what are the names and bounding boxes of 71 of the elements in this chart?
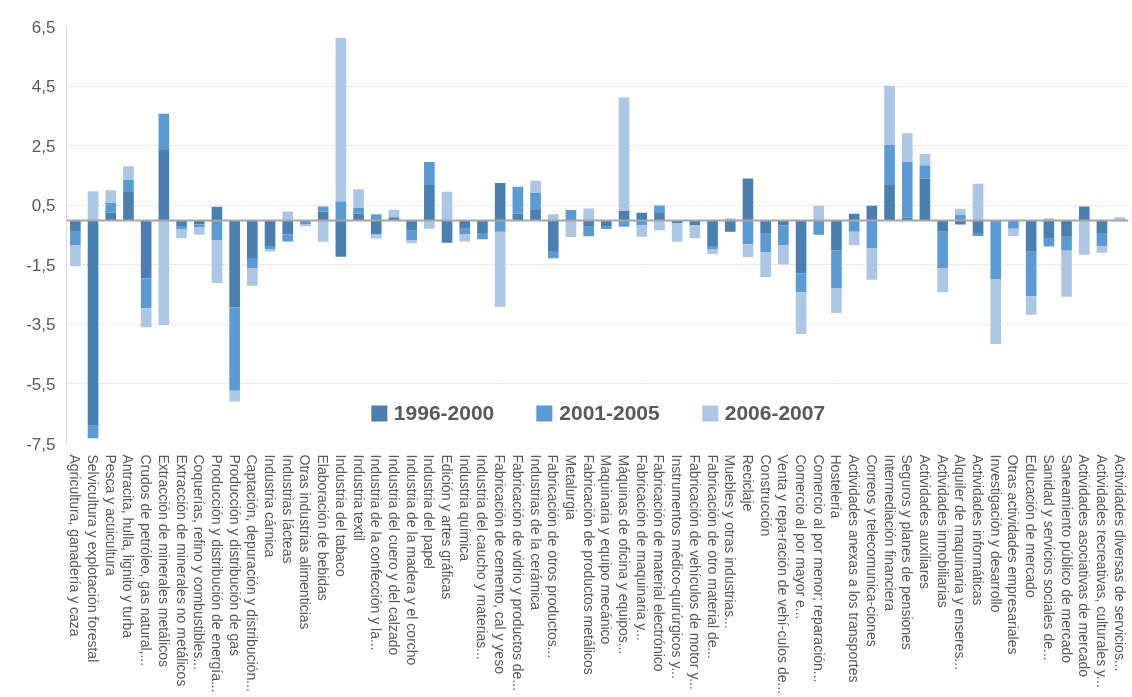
x-tick-label: Fabricación de otros productos...: [545, 454, 562, 659]
x-tick-label: Fabricación de cemento, cal y yeso: [492, 454, 509, 675]
y-tick-label: 4,5: [31, 77, 56, 97]
x-tick-label: Agricultura, ganadería y caza: [67, 454, 84, 637]
x-tick-label: Maquinaria y equipo mecánico: [598, 454, 615, 645]
x-tick-label: Investigación y desarrollo: [987, 454, 1004, 613]
x-tick-label: Fabricación de productos metálicos: [580, 454, 597, 675]
y-tick-label: -3,5: [26, 315, 56, 335]
x-tick-label: Intermediación financiera: [881, 454, 898, 612]
y-tick-label: 2,5: [31, 136, 56, 156]
y-tick-label: -5,5: [26, 374, 56, 394]
x-tick-label: Alquiler de maquinaria y enseres...: [952, 454, 969, 671]
x-tick-label: Actividades diversas de servicios...: [1111, 454, 1128, 672]
y-tick-label: 6,5: [31, 17, 56, 37]
x-tick-label: Industrias lácteas: [279, 454, 296, 564]
x-tick-label: Seguros y planes de pensiones: [899, 454, 916, 650]
x-tick-label: Otras industrias alimenticias: [297, 454, 314, 630]
y-tick-label: -1,5: [26, 255, 56, 275]
x-tick-label: Metalurgia: [562, 454, 579, 521]
x-tick-label: Selvicultura y explotación forestal: [85, 454, 102, 663]
x-tick-label: Instrumentos médico-quirúrgicos y...: [669, 454, 686, 680]
x-tick-label: Elaboración de bebidas: [315, 454, 332, 601]
x-tick-label: Comercio al por menor; reparación...: [810, 454, 827, 683]
y-tick-label: -7,5: [26, 434, 56, 454]
x-tick-label: Industria textil: [350, 454, 367, 541]
x-tick-label: Sanidad y servicios sociales de...: [1040, 454, 1057, 661]
x-tick-label: Industria del papel: [421, 454, 438, 569]
x-tick-label: Fabricación de vidrio y productos de...: [509, 454, 526, 692]
x-tick-label: Captación, depuración y distribución...: [244, 454, 261, 692]
x-tick-label: Comercio al por mayor e...: [793, 454, 810, 620]
x-tick-label: Antracita, hulla, lignito y turba: [120, 454, 137, 639]
x-tick-label: Industria de la madera y el corcho: [403, 454, 420, 666]
x-tick-label: Industria del tabaco: [332, 454, 349, 577]
x-tick-label: Pesca y acuicultura: [102, 454, 119, 577]
x-tick-label: Actividades auxiliares: [916, 454, 933, 590]
x-tick-label: Actividades informáticas: [970, 454, 987, 606]
x-tick-label: Correos y telecomunica-ciones: [863, 454, 880, 647]
x-tick-label: Muebles y otras industrias...: [722, 454, 739, 629]
x-tick-label: Coquerías, refino y combustibles...: [191, 454, 208, 671]
legend-label: 2001-2005: [559, 401, 660, 425]
x-tick-label: Extracción de minerales metálicos: [155, 454, 172, 667]
x-tick-label: Hostelería: [828, 454, 845, 519]
x-tick-label: Fabricación de maquinaria y...: [633, 454, 650, 641]
x-tick-label: Industria de la confección y la...: [368, 454, 385, 651]
x-tick-label: Fabricación de otro material de...: [704, 454, 721, 660]
x-tick-label: Otras actividades empresariales: [1005, 454, 1022, 655]
x-tick-label: Producción y distribución de gas: [226, 454, 243, 657]
x-tick-label: Industria química: [456, 454, 473, 562]
x-tick-label: Industria del caucho y materias...: [474, 454, 491, 660]
x-tick-label: Industrias de la cerámica: [527, 454, 544, 611]
x-tick-label: Actividades inmobiliarias: [934, 454, 951, 608]
x-tick-label: Producción y distribución de energía...: [208, 454, 225, 693]
legend-label: 1996-2000: [393, 401, 495, 425]
x-tick-label: Edición y artes gráficas: [439, 454, 456, 600]
x-tick-label: Industria del cuero y del calzado: [385, 454, 402, 656]
x-tick-label: Construcción: [757, 454, 774, 537]
x-tick-label: Fabricación de vehículos de motor y...: [686, 454, 703, 691]
x-tick-label: Actividades anexas a los transportes: [846, 454, 863, 683]
x-tick-label: Educación de mercado: [1023, 454, 1040, 598]
x-tick-label: Extracción de minerales no metálicos: [173, 454, 190, 687]
x-tick-label: Venta y repa-ración de vehí-culos de...: [775, 454, 792, 695]
y-tick-label: 0,5: [31, 196, 56, 216]
x-tick-label: Fabricación de material electrónico: [651, 454, 668, 672]
x-tick-label: Máquinas de oficina y equipos...: [616, 454, 633, 655]
x-tick-label: Actividades asociativas de mercado: [1076, 454, 1093, 678]
x-tick-label: Saneamiento público de mercado: [1058, 454, 1075, 664]
x-tick-label: Actividades recreativas, culturales y...: [1093, 454, 1110, 688]
x-tick-label: Reciclaje: [739, 454, 756, 512]
x-tick-label: Crudos de petróleo, gas natural,...: [138, 454, 155, 667]
legend-label: 2006-2007: [724, 401, 826, 425]
x-tick-label: Industria cárnica: [262, 454, 279, 558]
